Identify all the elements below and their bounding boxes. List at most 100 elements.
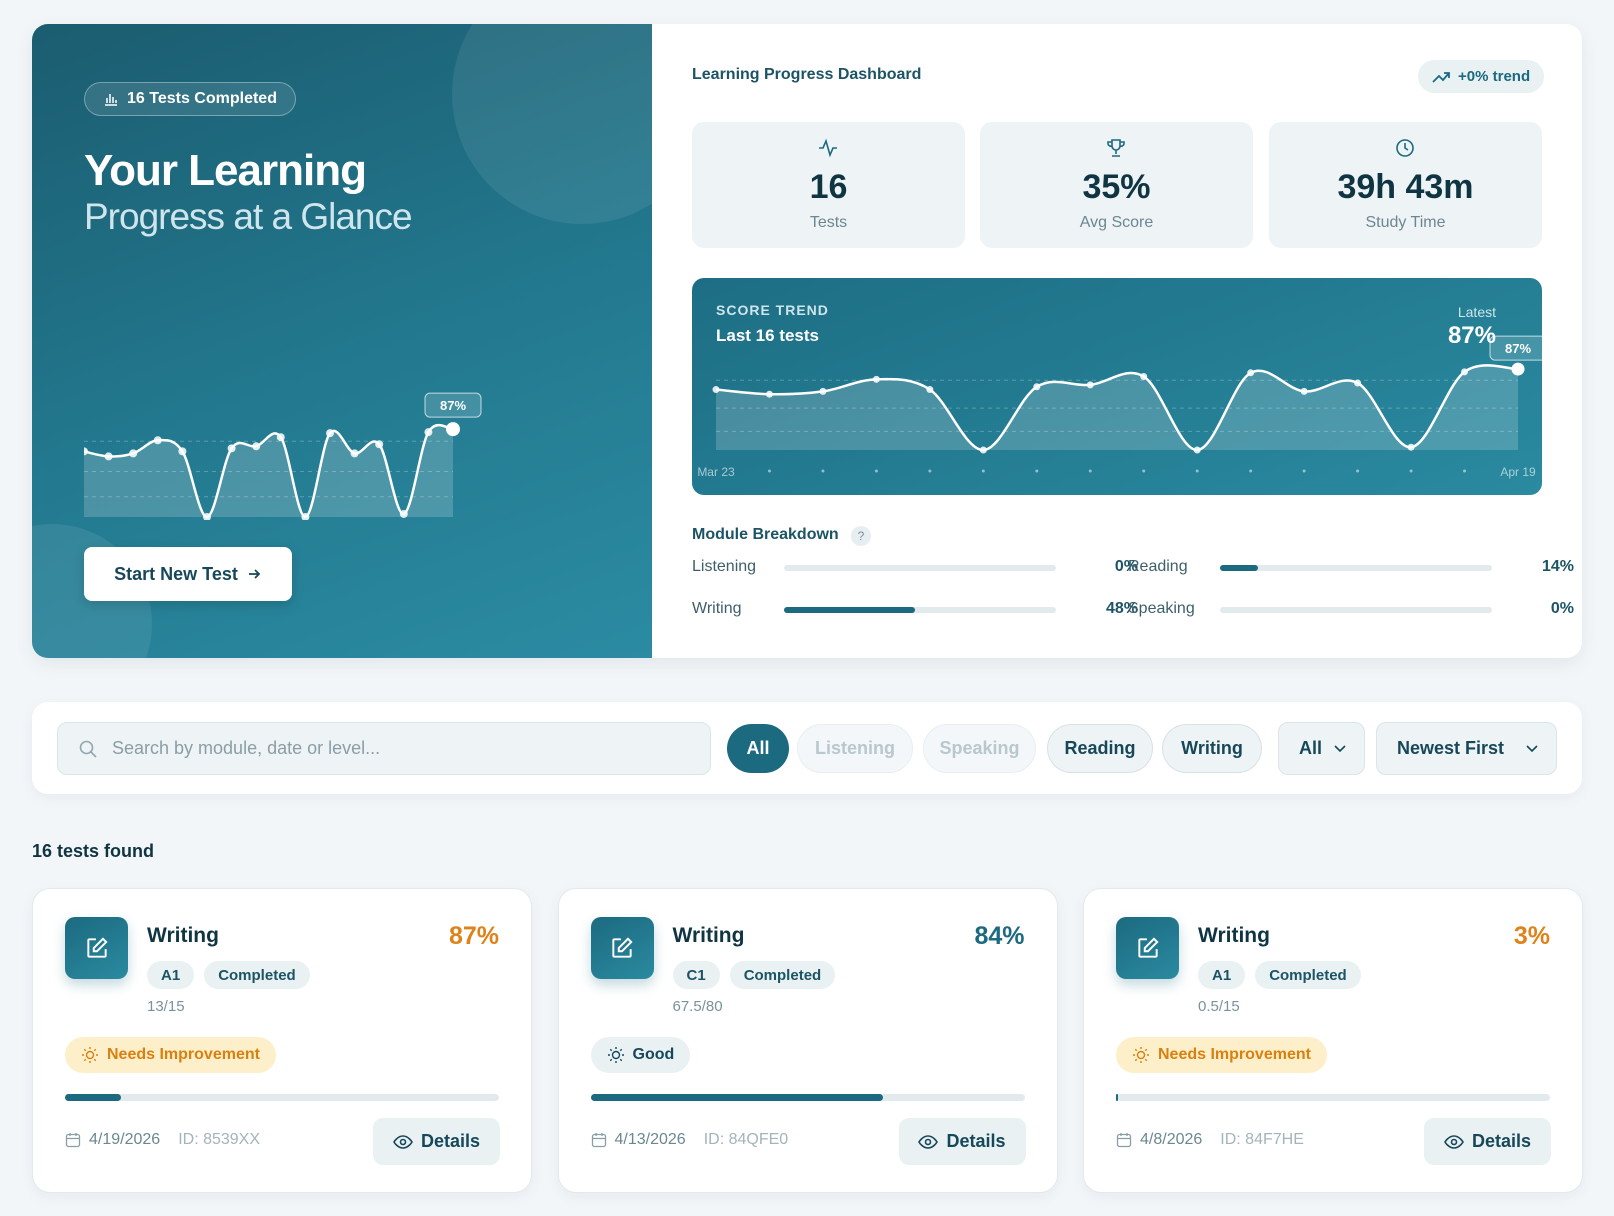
icon-part (1396, 139, 1414, 157)
card-footer: 4/13/2026 ID: 84QFE0 (591, 1131, 789, 1149)
details-label: Details (946, 1131, 1006, 1151)
trend-point (1193, 446, 1201, 454)
module-percent: 14% (1541, 558, 1574, 575)
icon-part (819, 138, 837, 158)
trend-point (178, 447, 187, 456)
test-id: ID: 8539XX (178, 1131, 261, 1148)
x-tick (1142, 469, 1146, 473)
progress-track (1116, 1094, 1550, 1101)
point-label: 87% (440, 398, 466, 413)
trend-label: SCORE TREND (716, 302, 829, 318)
badge-text: 16 Tests Completed (127, 90, 277, 107)
button-label: Start New Test (114, 563, 238, 584)
trend-point (765, 390, 773, 398)
search-input[interactable]: Search by module, date or level... (57, 722, 711, 775)
trend-point (399, 509, 408, 518)
trend-point (872, 375, 880, 383)
trend-point (979, 446, 987, 454)
icon-part (1444, 1134, 1464, 1149)
stat-label: Study Time (1365, 214, 1446, 231)
icon-part (393, 1134, 413, 1149)
icon-part (1526, 744, 1538, 752)
stat-value: 35% (1082, 168, 1151, 206)
icon-part (82, 1047, 98, 1063)
icon-part (65, 1133, 81, 1148)
icon-part (1117, 1133, 1131, 1140)
decor-circle (452, 24, 652, 224)
icon-part (1137, 937, 1159, 958)
summary-panel: 16 Tests Completed Your Learning Progres… (32, 24, 1582, 658)
icon-part (591, 1133, 606, 1148)
trend-icon (1432, 71, 1450, 83)
start-test-button[interactable]: Start New Test (84, 547, 292, 601)
x-tick (1088, 469, 1092, 473)
card-module: Writing (672, 924, 745, 947)
filter-tab[interactable]: Speaking (923, 724, 1036, 773)
filter-tab[interactable]: All (727, 724, 789, 773)
card-footer: 4/8/2026 ID: 84F7HE (1116, 1131, 1304, 1149)
test-card: Writing 87% A1 Completed 13/15 Needs Improvem… (32, 888, 532, 1193)
filter-tab[interactable]: Listening (797, 724, 913, 773)
module-track (784, 565, 1056, 571)
hero: 16 Tests Completed Your Learning Progres… (32, 24, 652, 658)
trend-point (1247, 369, 1255, 377)
score-trend-chart: 87% Mar 23 Apr 19 (697, 335, 1542, 479)
stat-score: 35% Avg Score (980, 122, 1253, 248)
test-id: ID: 84QFE0 (703, 1131, 789, 1148)
icon-part (1107, 139, 1125, 157)
icon-part (591, 1133, 606, 1148)
sort-dropdown[interactable]: Newest First (1376, 722, 1557, 775)
card-module: Writing (147, 924, 219, 947)
level-badge: C1 (672, 961, 720, 989)
dashboard-title: Learning Progress Dashboard (692, 66, 922, 83)
filter-tab[interactable]: Reading (1047, 724, 1153, 773)
x-tick (928, 469, 932, 473)
icon-part (612, 937, 633, 958)
icon-part (1137, 937, 1159, 958)
details-label: Details (420, 1131, 481, 1151)
rating-pill: Needs Improvement (1116, 1037, 1327, 1073)
test-date: 4/8/2026 (1140, 1131, 1203, 1148)
trend-point (350, 449, 359, 458)
search-placeholder: Search by module, date or level... (112, 738, 381, 758)
hero-title: Your Learning (84, 146, 367, 195)
filter-tab[interactable]: Writing (1162, 724, 1262, 773)
icon-part (1432, 71, 1450, 83)
trend-point (712, 386, 720, 394)
details-button[interactable]: Details (1424, 1118, 1551, 1165)
icon-part (1133, 1047, 1149, 1063)
stat-label: Tests (809, 214, 848, 231)
module-bar (784, 607, 915, 613)
latest-value: 87% (1447, 322, 1496, 349)
x-tick (1409, 469, 1413, 473)
level-badge: A1 (147, 961, 195, 989)
details-button[interactable]: Details (373, 1118, 500, 1165)
trend-area (84, 425, 453, 518)
icon-part (918, 1134, 939, 1149)
icon-part (85, 1050, 95, 1060)
badge-row: A1 Completed (1198, 961, 1361, 989)
details-button[interactable]: Details (898, 1118, 1026, 1165)
hero-sparkline: 87% (84, 392, 482, 520)
help-icon[interactable]: ? (851, 526, 871, 546)
trend-point (252, 442, 261, 451)
trend-point (1511, 362, 1525, 376)
status-badge: Completed (204, 961, 310, 989)
trend-area (716, 365, 1518, 451)
module-track (1220, 607, 1492, 613)
trend-point (153, 436, 162, 445)
module-percent: 0% (1114, 558, 1138, 575)
trend-point (301, 513, 310, 520)
trend-point (1354, 379, 1362, 387)
stat-value: 16 (809, 168, 848, 206)
trend-point (926, 386, 934, 394)
score-trend-card: 87% Mar 23 Apr 19 SCORE TREND Last 16 test… (692, 278, 1542, 495)
tests-badge: 16 Tests Completed (84, 82, 296, 116)
latest-label: Latest (1457, 304, 1496, 320)
module-bar (1220, 565, 1259, 571)
level-dropdown[interactable]: All (1278, 722, 1365, 775)
trend-point (446, 422, 460, 437)
clock-icon (1396, 139, 1414, 157)
stat-label: Avg Score (1079, 214, 1154, 231)
test-card: Writing 84% C1 Completed 67.5/80 Good 4/13/202… (557, 888, 1058, 1193)
